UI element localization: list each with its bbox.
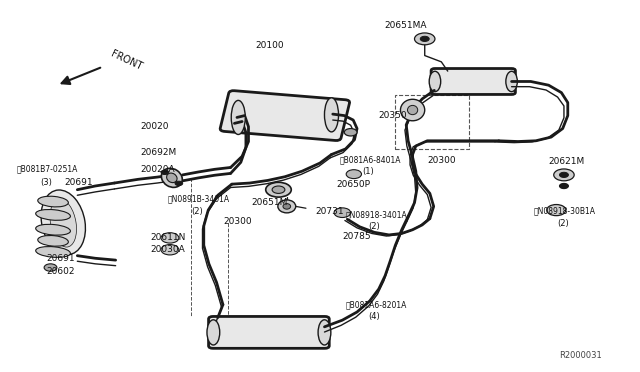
Text: 20691: 20691 [47, 254, 76, 263]
Bar [396, 95, 468, 149]
Text: 20621M: 20621M [548, 157, 585, 166]
Ellipse shape [207, 320, 220, 345]
Ellipse shape [408, 105, 418, 115]
Ellipse shape [346, 170, 362, 179]
Ellipse shape [36, 209, 70, 220]
Ellipse shape [506, 71, 517, 92]
Text: (2): (2) [557, 219, 570, 228]
Text: 20651M: 20651M [252, 198, 288, 207]
FancyBboxPatch shape [431, 68, 515, 94]
Ellipse shape [272, 186, 285, 193]
Text: 20100: 20100 [255, 41, 284, 50]
Ellipse shape [38, 235, 68, 246]
Ellipse shape [38, 196, 68, 207]
Text: 20691: 20691 [65, 178, 93, 187]
Ellipse shape [44, 264, 57, 271]
Text: 20650P: 20650P [337, 180, 371, 189]
Text: R2000031: R2000031 [559, 351, 602, 360]
Text: (2): (2) [369, 222, 380, 231]
Text: 20692M: 20692M [140, 148, 176, 157]
Ellipse shape [50, 199, 77, 247]
Text: 20602: 20602 [47, 267, 75, 276]
Text: ⒷB081A6-8201A: ⒷB081A6-8201A [346, 300, 407, 309]
Text: 20030A: 20030A [151, 245, 186, 254]
Ellipse shape [231, 100, 245, 135]
Text: (1): (1) [362, 167, 374, 176]
Text: FRONT: FRONT [109, 49, 144, 72]
Text: (2): (2) [191, 207, 203, 216]
Ellipse shape [429, 71, 441, 92]
Text: 20300: 20300 [223, 217, 252, 226]
Text: 20731: 20731 [316, 208, 344, 217]
Ellipse shape [166, 173, 177, 183]
Ellipse shape [318, 320, 331, 345]
Ellipse shape [36, 247, 70, 257]
Ellipse shape [278, 200, 296, 213]
FancyBboxPatch shape [209, 317, 329, 348]
Text: ⓃN08918-3401A: ⓃN08918-3401A [346, 211, 407, 219]
Ellipse shape [415, 33, 435, 45]
Ellipse shape [161, 168, 182, 187]
Text: 20785: 20785 [342, 232, 371, 241]
Ellipse shape [401, 99, 425, 121]
Ellipse shape [420, 36, 429, 41]
Ellipse shape [559, 183, 568, 189]
Ellipse shape [554, 169, 574, 181]
Text: 20611N: 20611N [151, 232, 186, 242]
Ellipse shape [547, 205, 566, 216]
Text: 20020A: 20020A [140, 165, 175, 174]
Text: (3): (3) [40, 178, 52, 187]
Text: ⓃN0891B-3401A: ⓃN0891B-3401A [168, 195, 230, 203]
Ellipse shape [161, 233, 179, 243]
Text: 20300: 20300 [428, 155, 456, 164]
Ellipse shape [559, 172, 568, 177]
Ellipse shape [344, 129, 357, 136]
Text: 20350: 20350 [379, 111, 408, 120]
Ellipse shape [36, 224, 70, 235]
Ellipse shape [266, 182, 291, 197]
Ellipse shape [334, 208, 351, 218]
Ellipse shape [175, 181, 182, 186]
Text: ⒷB081B7-0251A: ⒷB081B7-0251A [17, 165, 78, 174]
Text: (4): (4) [369, 312, 380, 321]
Ellipse shape [41, 190, 86, 255]
Text: 20020: 20020 [140, 122, 168, 131]
Ellipse shape [161, 170, 169, 174]
Ellipse shape [283, 203, 291, 209]
Text: ⒷB081A6-8401A: ⒷB081A6-8401A [339, 155, 401, 164]
Ellipse shape [324, 98, 339, 132]
Text: ⓃN08918-30B1A: ⓃN08918-30B1A [533, 207, 595, 216]
Text: 20651MA: 20651MA [384, 22, 426, 31]
Ellipse shape [161, 244, 179, 255]
FancyBboxPatch shape [220, 91, 349, 141]
